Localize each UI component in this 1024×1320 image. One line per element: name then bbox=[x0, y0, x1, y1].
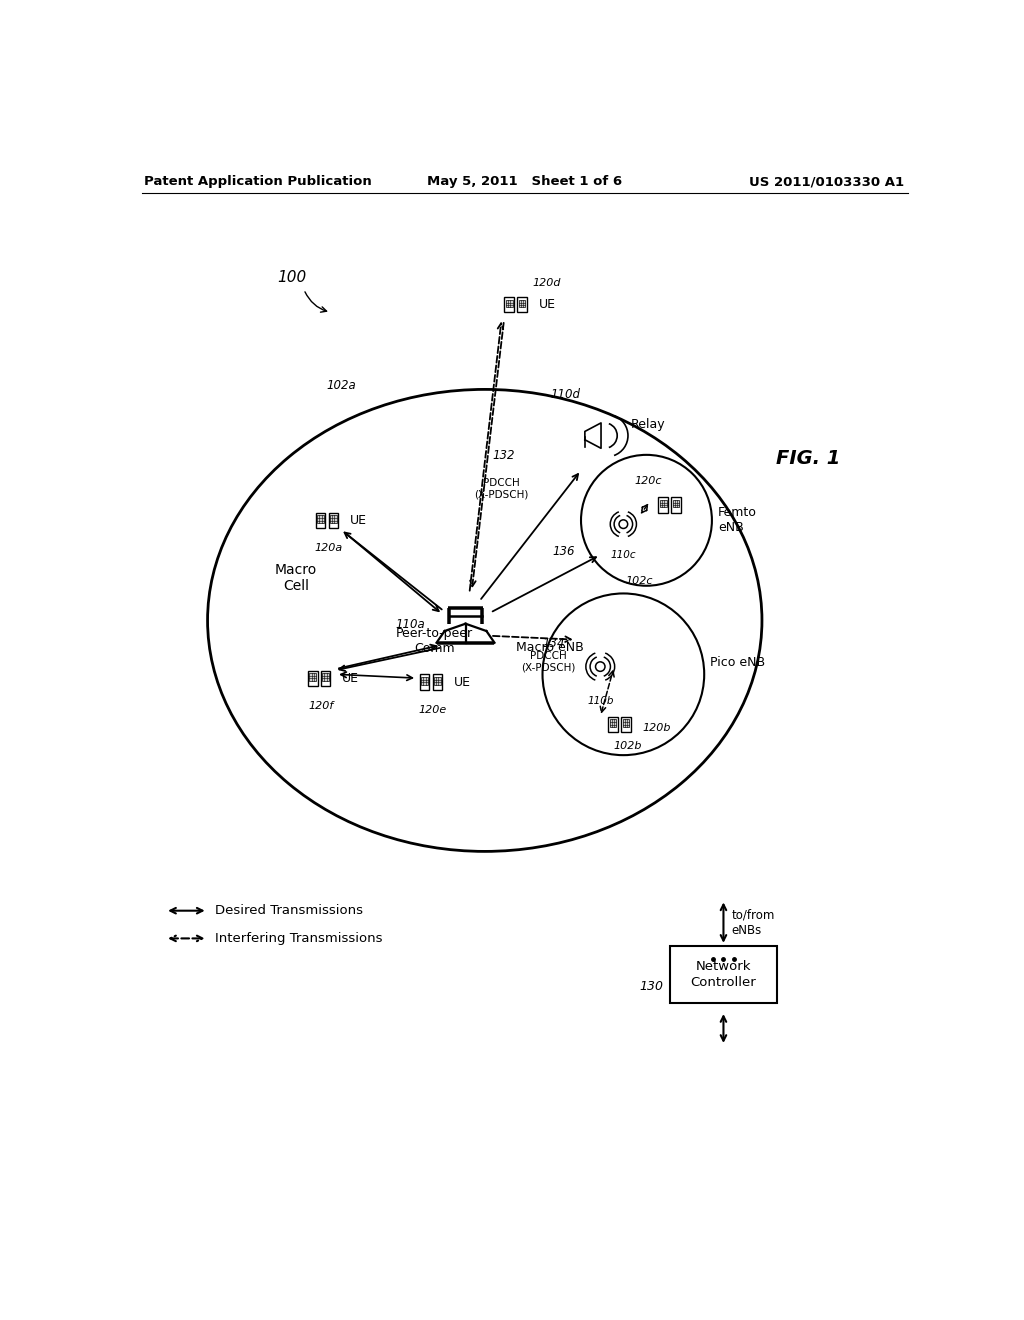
FancyBboxPatch shape bbox=[609, 719, 616, 727]
Text: 132: 132 bbox=[493, 449, 515, 462]
Text: UE: UE bbox=[539, 298, 556, 312]
FancyBboxPatch shape bbox=[420, 675, 429, 689]
FancyBboxPatch shape bbox=[608, 717, 617, 733]
Text: Interfering Transmissions: Interfering Transmissions bbox=[215, 932, 383, 945]
FancyBboxPatch shape bbox=[658, 498, 668, 512]
Text: May 5, 2011   Sheet 1 of 6: May 5, 2011 Sheet 1 of 6 bbox=[427, 176, 623, 189]
Text: Femto
eNB: Femto eNB bbox=[718, 507, 757, 535]
FancyBboxPatch shape bbox=[517, 297, 526, 313]
Text: Peer-to-peer
Comm: Peer-to-peer Comm bbox=[396, 627, 473, 655]
Text: 102a: 102a bbox=[327, 379, 356, 392]
FancyBboxPatch shape bbox=[659, 500, 667, 507]
FancyBboxPatch shape bbox=[518, 300, 525, 308]
FancyBboxPatch shape bbox=[315, 512, 326, 528]
Text: Macro
Cell: Macro Cell bbox=[275, 562, 317, 593]
Text: UE: UE bbox=[454, 676, 471, 689]
Text: Desired Transmissions: Desired Transmissions bbox=[215, 904, 364, 917]
FancyBboxPatch shape bbox=[309, 673, 316, 681]
Text: 110c: 110c bbox=[610, 550, 636, 560]
FancyBboxPatch shape bbox=[623, 719, 630, 727]
Text: PDCCH
(X-PDSCH): PDCCH (X-PDSCH) bbox=[521, 651, 575, 672]
Text: 120c: 120c bbox=[634, 475, 662, 486]
Text: 100: 100 bbox=[278, 271, 307, 285]
Text: 120b: 120b bbox=[643, 723, 671, 733]
Text: 136: 136 bbox=[553, 545, 575, 558]
Text: UE: UE bbox=[350, 513, 367, 527]
Text: 110b: 110b bbox=[587, 696, 613, 706]
FancyBboxPatch shape bbox=[670, 945, 777, 1003]
Text: 120a: 120a bbox=[314, 544, 343, 553]
FancyBboxPatch shape bbox=[434, 677, 440, 685]
Text: 120e: 120e bbox=[418, 705, 446, 715]
Text: Macro eNB: Macro eNB bbox=[515, 640, 584, 653]
Text: Patent Application Publication: Patent Application Publication bbox=[144, 176, 372, 189]
FancyBboxPatch shape bbox=[622, 717, 631, 733]
FancyBboxPatch shape bbox=[321, 671, 331, 686]
Text: Pico eNB: Pico eNB bbox=[711, 656, 766, 669]
Text: PDCCH
(X-PDSCH): PDCCH (X-PDSCH) bbox=[474, 478, 528, 499]
FancyBboxPatch shape bbox=[330, 515, 337, 523]
FancyBboxPatch shape bbox=[506, 300, 513, 308]
Text: US 2011/0103330 A1: US 2011/0103330 A1 bbox=[750, 176, 904, 189]
FancyBboxPatch shape bbox=[432, 675, 442, 689]
FancyBboxPatch shape bbox=[672, 498, 681, 512]
Text: 110a: 110a bbox=[395, 618, 425, 631]
FancyBboxPatch shape bbox=[308, 671, 317, 686]
FancyBboxPatch shape bbox=[329, 512, 338, 528]
Text: Relay: Relay bbox=[631, 417, 666, 430]
Text: FIG. 1: FIG. 1 bbox=[776, 449, 841, 469]
FancyBboxPatch shape bbox=[317, 515, 324, 523]
Text: 134: 134 bbox=[543, 638, 565, 651]
FancyBboxPatch shape bbox=[421, 677, 428, 685]
FancyBboxPatch shape bbox=[323, 673, 329, 681]
FancyBboxPatch shape bbox=[505, 297, 514, 313]
FancyBboxPatch shape bbox=[673, 500, 679, 507]
Text: to/from
eNBs: to/from eNBs bbox=[731, 908, 774, 937]
Text: 110d: 110d bbox=[551, 388, 581, 401]
Text: 130: 130 bbox=[639, 979, 664, 993]
Text: 120d: 120d bbox=[532, 277, 561, 288]
Text: 102c: 102c bbox=[625, 576, 652, 586]
Text: 102b: 102b bbox=[613, 742, 641, 751]
Text: 120f: 120f bbox=[308, 701, 334, 711]
Text: Network
Controller: Network Controller bbox=[690, 960, 757, 989]
Text: UE: UE bbox=[342, 672, 359, 685]
